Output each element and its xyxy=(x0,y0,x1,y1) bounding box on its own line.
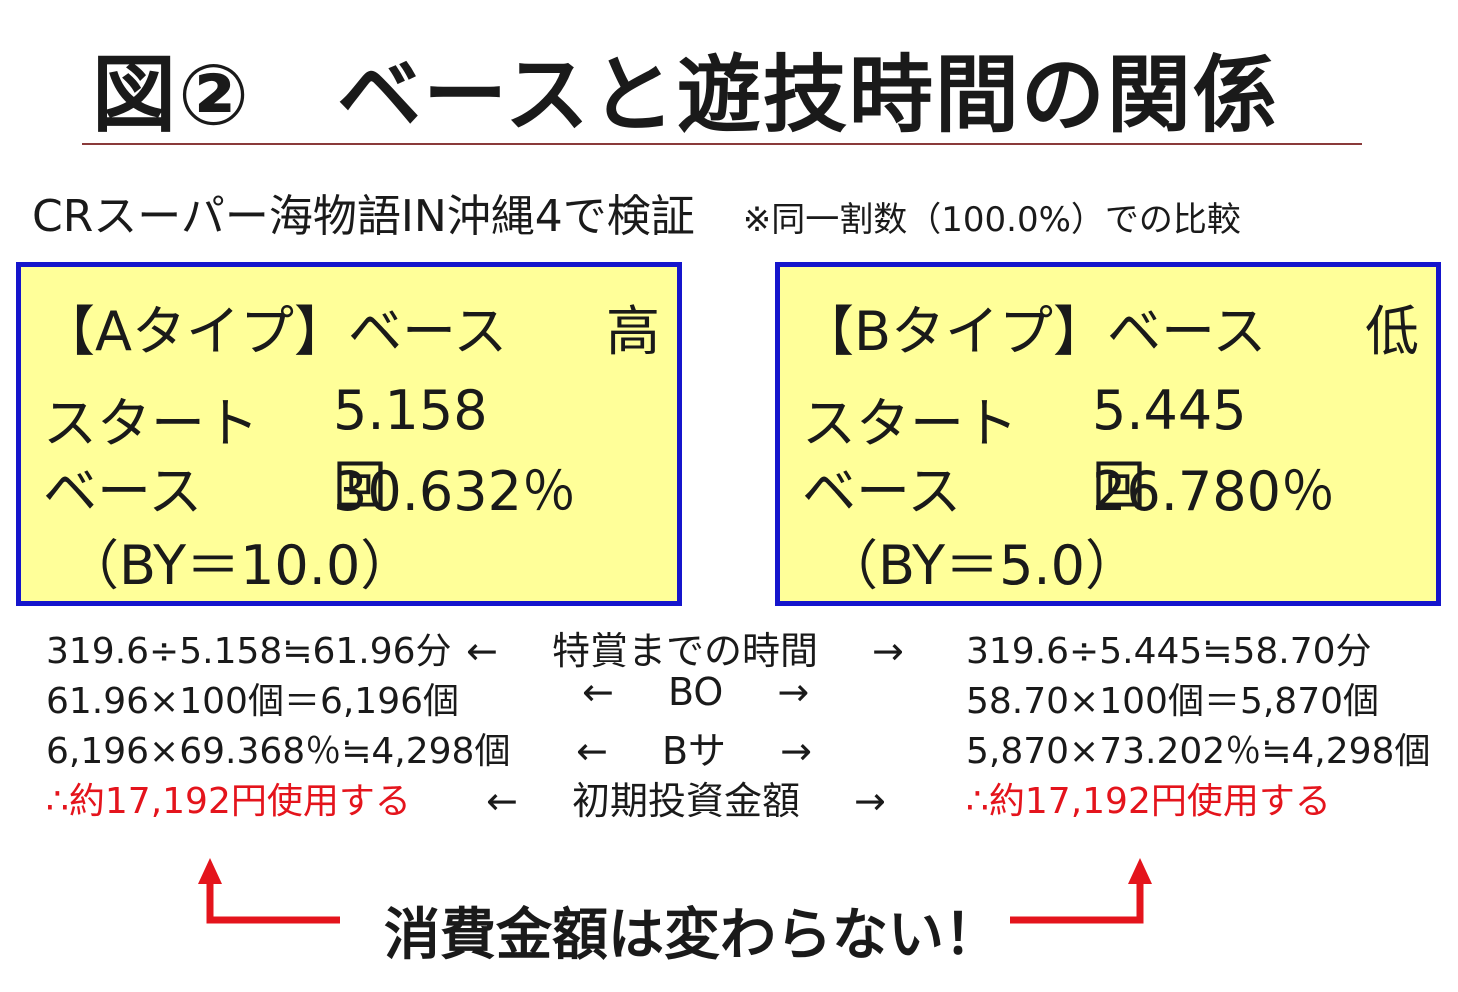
type-b-card: 【Bタイプ】ベース 低 スタート 5.445回 ベース 26.780％ （BY＝… xyxy=(775,262,1441,606)
calc-b-bsa: 5,870×73.202％≒4,298個 xyxy=(966,731,1431,772)
right-arrow: → xyxy=(872,629,904,673)
type-b-start-value: 5.445回 xyxy=(1092,379,1247,518)
right-arrow: → xyxy=(777,670,810,714)
right-arrow: → xyxy=(780,729,812,773)
subtitle-main: CRスーパー海物語IN沖縄4で検証 xyxy=(32,191,695,242)
left-arrow: ← xyxy=(576,729,608,773)
left-arrow: ← xyxy=(466,629,498,673)
label-time-to-jackpot: 特賞までの時間 xyxy=(551,629,818,673)
type-b-by-note: （BY＝5.0） xyxy=(824,534,1139,597)
type-b-base-level: 低 xyxy=(1365,300,1419,363)
calc-a-time: 319.6÷5.158≒61.96分 xyxy=(46,631,452,672)
type-a-heading-label: 【Aタイプ】ベース xyxy=(41,300,508,363)
subtitle: CRスーパー海物語IN沖縄4で検証 ※同一割数（100.0%）での比較 xyxy=(32,180,1241,244)
type-a-heading: 【Aタイプ】ベース 高 xyxy=(41,287,660,366)
type-a-card: 【Aタイプ】ベース 高 スタート 5.158回 ベース 30.632％ （BY＝… xyxy=(16,262,682,606)
title-divider xyxy=(82,143,1362,145)
type-b-heading-label: 【Bタイプ】ベース xyxy=(800,300,1267,363)
calc-a-investment: ∴約17,192円使用する xyxy=(46,781,411,822)
type-b-base-label: ベース xyxy=(802,460,962,523)
left-arrow: ← xyxy=(582,670,614,714)
left-arrow: ← xyxy=(486,779,518,823)
type-b-start-row: スタート 5.445回 xyxy=(802,379,1247,518)
mid-row-time: ← 特賞までの時間 → xyxy=(466,620,904,675)
mid-row-bo: ← BO → xyxy=(582,670,809,714)
type-b-base-row: ベース 26.780％ xyxy=(802,447,1335,526)
subtitle-note: ※同一割数（100.0%）での比較 xyxy=(742,200,1241,240)
type-b-heading: 【Bタイプ】ベース 低 xyxy=(800,287,1419,366)
type-a-start-row: スタート 5.158回 xyxy=(43,379,488,518)
type-a-base-label: ベース xyxy=(43,460,203,523)
calc-b-investment: ∴約17,192円使用する xyxy=(966,781,1331,822)
type-b-base-value: 26.780％ xyxy=(1092,460,1335,523)
calc-b-bo: 58.70×100個＝5,870個 xyxy=(966,681,1379,722)
type-a-base-value: 30.632％ xyxy=(333,460,576,523)
label-bsa: Bサ xyxy=(661,729,727,773)
type-a-base-level: 高 xyxy=(606,300,660,363)
conclusion-text: 消費金額は変わらない！ xyxy=(384,903,1000,968)
type-a-base-row: ベース 30.632％ xyxy=(43,447,576,526)
label-initial-investment: 初期投資金額 xyxy=(571,779,800,823)
right-connector-line xyxy=(1010,880,1144,924)
left-connector-line xyxy=(206,880,340,924)
page-title: 図② ベースと遊技時間の関係 xyxy=(92,46,1279,144)
calc-a-bsa: 6,196×69.368％≒4,298個 xyxy=(46,731,511,772)
type-a-start-label: スタート xyxy=(43,392,259,455)
calc-b-time: 319.6÷5.445≒58.70分 xyxy=(966,631,1372,672)
right-up-arrowhead xyxy=(1128,858,1152,884)
mid-row-bsa: ← Bサ → xyxy=(576,720,812,775)
mid-row-investment: ← 初期投資金額 → xyxy=(486,770,886,825)
left-up-arrowhead xyxy=(198,858,222,884)
right-arrow: → xyxy=(854,779,886,823)
calc-a-bo: 61.96×100個＝6,196個 xyxy=(46,681,459,722)
label-bo: BO xyxy=(667,670,724,714)
type-a-by-note: （BY＝10.0） xyxy=(65,534,415,597)
type-a-start-value: 5.158回 xyxy=(333,379,488,518)
type-b-start-label: スタート xyxy=(802,392,1018,455)
